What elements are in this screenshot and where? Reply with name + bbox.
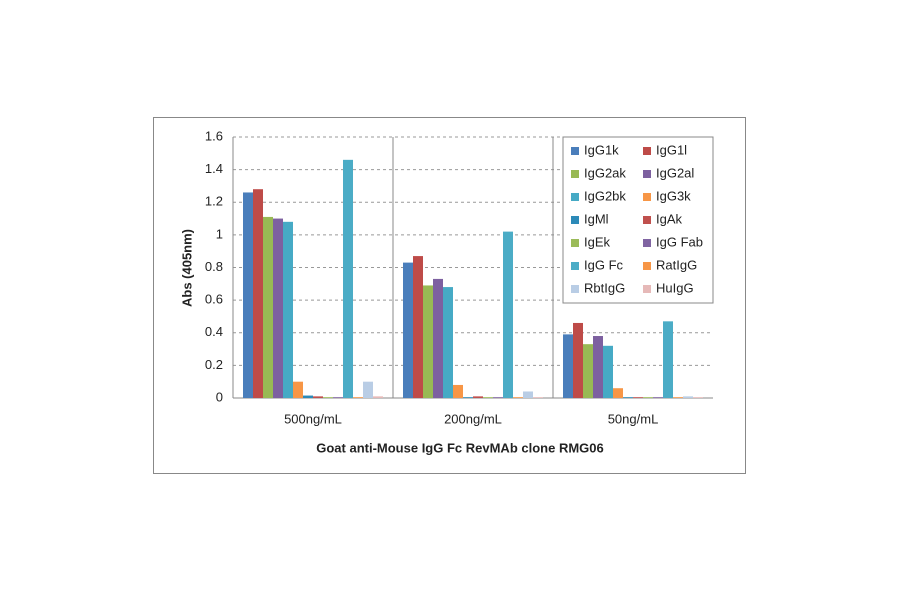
bar: [443, 287, 453, 398]
bar: [343, 159, 353, 398]
legend-swatch: [643, 147, 651, 155]
bar: [283, 221, 293, 398]
legend-label: IgMl: [584, 211, 609, 226]
legend-label: HuIgG: [656, 280, 694, 295]
bar: [643, 397, 653, 398]
bar: [533, 397, 543, 398]
bar: [463, 397, 473, 398]
bar: [523, 391, 533, 398]
legend-box: [562, 136, 714, 304]
bar: [573, 322, 583, 398]
bar: [683, 396, 693, 398]
legend-swatch: [571, 170, 579, 178]
y-tick-label: 0.8: [205, 259, 223, 274]
legend-swatch: [571, 262, 579, 270]
bar: [513, 397, 523, 398]
legend-swatch: [571, 147, 579, 155]
legend-swatch: [571, 216, 579, 224]
bar: [583, 344, 593, 398]
bar: [563, 334, 573, 398]
legend-swatch: [643, 285, 651, 293]
bar: [433, 278, 443, 398]
y-tick-label: 0.2: [205, 357, 223, 372]
legend-label: IgG1k: [584, 142, 619, 157]
legend-label: RbtIgG: [584, 280, 625, 295]
bar: [333, 397, 343, 398]
bar: [273, 218, 283, 398]
bar: [403, 262, 413, 398]
x-tick-label: 500ng/mL: [284, 411, 342, 426]
legend-label: IgG Fab: [656, 234, 703, 249]
bar: [353, 397, 363, 398]
legend-label: IgG2bk: [584, 188, 626, 203]
y-axis-label: Abs (405nm): [179, 229, 194, 307]
bar: [243, 192, 253, 398]
y-tick-label: 0.4: [205, 324, 223, 339]
bar: [623, 397, 633, 398]
bar: [483, 397, 493, 398]
legend-swatch: [571, 239, 579, 247]
legend-label: IgG2al: [656, 165, 694, 180]
bar: [673, 397, 683, 398]
bar: [303, 395, 313, 398]
y-tick-label: 0.6: [205, 292, 223, 307]
bar: [593, 336, 603, 398]
bar: [313, 396, 323, 398]
bar: [603, 345, 613, 398]
legend-label: RatIgG: [656, 257, 697, 272]
bar: [253, 189, 263, 398]
legend-label: IgG Fc: [584, 257, 624, 272]
bar: [263, 216, 273, 398]
bar: [633, 397, 643, 398]
bar: [653, 397, 663, 398]
bar: [363, 381, 373, 398]
legend-swatch: [643, 262, 651, 270]
bar: [423, 285, 433, 398]
bar: [323, 397, 333, 398]
y-tick-label: 1.4: [205, 161, 223, 176]
legend-label: IgG2ak: [584, 165, 626, 180]
bar: [293, 381, 303, 398]
legend-swatch: [571, 285, 579, 293]
legend-swatch: [643, 193, 651, 201]
y-tick-label: 1.6: [205, 128, 223, 143]
legend-swatch: [643, 239, 651, 247]
y-tick-label: 1: [216, 226, 223, 241]
legend-swatch: [643, 216, 651, 224]
y-tick-label: 0: [216, 389, 223, 404]
bar: [493, 397, 503, 398]
bar: [663, 321, 673, 398]
bar: [373, 396, 383, 398]
bar: [473, 396, 483, 398]
bar: [413, 256, 423, 398]
legend-swatch: [571, 193, 579, 201]
legend-label: IgAk: [656, 211, 683, 226]
legend-swatch: [643, 170, 651, 178]
bar: [613, 388, 623, 398]
x-tick-label: 50ng/mL: [608, 411, 659, 426]
legend-label: IgG3k: [656, 188, 691, 203]
legend-label: IgG1l: [656, 142, 687, 157]
y-tick-label: 1.2: [205, 194, 223, 209]
x-tick-label: 200ng/mL: [444, 411, 502, 426]
legend-label: IgEk: [584, 234, 611, 249]
bar: [693, 397, 703, 398]
bar: [453, 384, 463, 398]
bar: [503, 231, 513, 398]
x-axis-label: Goat anti-Mouse IgG Fc RevMAb clone RMG0…: [316, 440, 603, 455]
